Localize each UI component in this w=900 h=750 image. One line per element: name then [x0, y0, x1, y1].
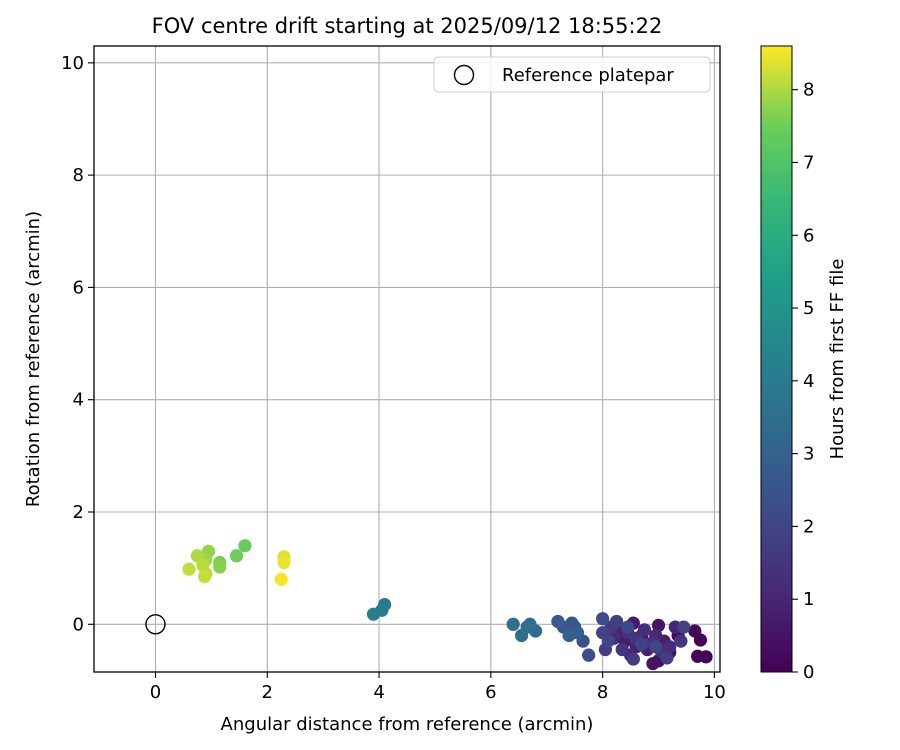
y-tick-label: 0	[73, 614, 84, 635]
data-point	[691, 649, 705, 663]
data-point	[596, 612, 610, 626]
colorbar-ticks: 0 1 2 3 4 5 6 7 8	[792, 80, 814, 683]
x-tick-label: 8	[597, 682, 608, 703]
legend-box	[433, 56, 711, 93]
colorbar-tick-label: 1	[803, 589, 814, 610]
data-point	[651, 618, 666, 633]
y-tick-label: 10	[61, 53, 84, 74]
data-point	[688, 624, 702, 638]
data-point	[649, 640, 663, 654]
colorbar-tick-label: 4	[803, 371, 814, 392]
data-point	[196, 558, 210, 572]
x-tick-label: 2	[262, 682, 273, 703]
data-points	[182, 539, 713, 671]
x-tick-label: 4	[373, 682, 384, 703]
data-point	[190, 549, 205, 563]
data-point	[213, 560, 227, 574]
y-tick-label: 4	[73, 390, 84, 411]
reference-marker-group	[145, 614, 166, 635]
data-point	[551, 614, 565, 629]
x-tick-label: 6	[485, 682, 496, 703]
data-point	[238, 539, 252, 553]
data-point	[635, 637, 649, 651]
data-point	[277, 555, 291, 570]
y-tick-label: 2	[73, 502, 84, 523]
colorbar-tick-label: 5	[803, 298, 814, 319]
data-point	[609, 614, 624, 629]
colorbar-tick-label: 0	[803, 662, 814, 683]
data-point	[615, 642, 629, 657]
data-point	[229, 549, 244, 563]
colorbar-tick-label: 7	[803, 152, 814, 173]
colorbar	[760, 45, 793, 673]
data-point	[637, 623, 652, 637]
y-axis-label: Rotation from reference (arcmin)	[23, 211, 44, 507]
data-point	[523, 617, 537, 631]
colorbar-tick-label: 3	[803, 444, 814, 465]
data-point	[198, 569, 212, 584]
x-tick-label: 10	[703, 682, 726, 703]
data-point	[274, 572, 288, 586]
x-axis-ticks: 0 2 4 6 8 10	[150, 672, 726, 703]
x-tick-label: 0	[150, 682, 161, 703]
data-point	[677, 620, 691, 634]
data-point	[601, 634, 615, 648]
y-tick-label: 8	[73, 165, 84, 186]
legend-reference-label: Reference platepar	[502, 65, 674, 86]
reference-platepar-marker	[145, 614, 166, 635]
data-point	[562, 628, 576, 643]
data-point	[674, 634, 688, 648]
data-point	[506, 617, 520, 631]
data-point	[646, 656, 660, 671]
legend: Reference platepar	[433, 56, 711, 93]
data-point	[582, 648, 596, 662]
colorbar-tick-label: 6	[803, 225, 814, 246]
data-point	[182, 562, 196, 576]
y-tick-label: 6	[73, 277, 84, 298]
data-point	[366, 607, 381, 621]
x-axis-label: Angular distance from reference (arcmin)	[221, 714, 594, 735]
legend-reference-marker	[453, 64, 475, 86]
data-point	[514, 628, 529, 643]
grid-lines	[94, 46, 720, 672]
colorbar-label: Hours from first FF file	[827, 259, 848, 460]
colorbar-tick-label: 8	[803, 80, 814, 101]
chart-title: FOV centre drift starting at 2025/09/12 …	[152, 14, 663, 38]
colorbar-tick-label: 2	[803, 516, 814, 537]
y-axis-ticks: 0 2 4 6 8 10	[61, 53, 94, 635]
data-point	[660, 651, 674, 665]
data-point	[621, 620, 635, 634]
plot-frame	[93, 45, 721, 673]
data-point	[626, 652, 640, 666]
